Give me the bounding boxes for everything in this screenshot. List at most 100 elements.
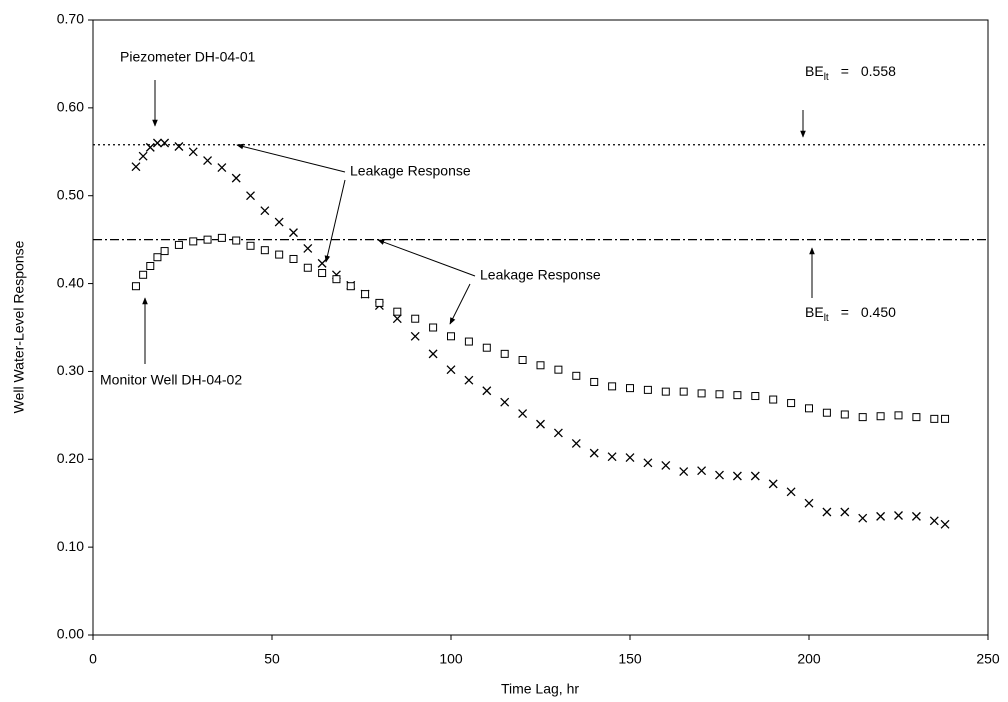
x-marker: [188, 147, 198, 157]
square-marker: [715, 390, 724, 399]
x-tick-label: 100: [439, 651, 463, 667]
annotation: Monitor Well DH-04-02: [100, 372, 242, 388]
annotation-arrows: [142, 80, 815, 364]
square-marker: [361, 290, 370, 299]
square-marker: [894, 411, 903, 420]
x-marker: [536, 419, 545, 429]
x-marker: [518, 409, 528, 419]
x-marker: [160, 138, 170, 148]
square-marker: [203, 235, 212, 244]
y-tick-label: 0.30: [57, 362, 84, 378]
square-marker: [733, 391, 742, 400]
label-subscript: lt: [824, 72, 829, 83]
square-marker: [429, 323, 438, 332]
plot-frame: [92, 19, 989, 636]
x-axis-title: Time Lag, hr: [501, 681, 579, 697]
square-marker: [160, 247, 169, 256]
x-tick-label: 0: [89, 651, 97, 667]
y-tick-label: 0.70: [57, 11, 84, 27]
square-marker: [661, 387, 670, 396]
x-marker: [289, 228, 298, 238]
y-tick-label: 0.40: [57, 274, 84, 290]
x-marker: [697, 466, 707, 476]
series: [131, 138, 950, 529]
square-marker: [289, 254, 298, 263]
x-marker: [940, 519, 950, 529]
square-marker: [174, 240, 183, 249]
square-marker: [303, 263, 312, 272]
y-tick-label: 0.00: [57, 626, 84, 642]
x-marker: [428, 349, 438, 359]
x-marker: [911, 511, 921, 521]
square-marker: [482, 343, 491, 352]
x-marker: [392, 314, 402, 324]
square-marker: [608, 382, 617, 391]
square-marker: [679, 387, 688, 396]
annotation: Piezometer DH-04-01: [120, 49, 256, 65]
x-marker: [625, 453, 635, 462]
square-marker: [626, 384, 634, 393]
square-marker: [643, 385, 652, 394]
x-marker: [131, 162, 141, 172]
x-marker: [317, 258, 327, 268]
x-marker: [643, 458, 653, 468]
y-tick-label: 0.10: [57, 538, 84, 554]
label-value: 0.450: [861, 304, 896, 320]
square-marker: [217, 233, 226, 242]
y-tick-label: 0.20: [57, 450, 84, 466]
square-marker: [318, 269, 327, 278]
x-marker: [822, 507, 832, 517]
square-marker: [464, 337, 473, 346]
label-operator: =: [841, 304, 849, 320]
x-marker: [174, 142, 184, 151]
x-tick-label: 150: [618, 651, 642, 667]
x-marker: [482, 386, 492, 396]
x-marker: [152, 138, 162, 148]
x-marker: [786, 487, 796, 497]
square-marker: [787, 399, 796, 408]
square-marker: [930, 414, 939, 423]
x-marker: [138, 151, 148, 161]
y-tick-label: 0.50: [57, 186, 84, 202]
square-marker: [941, 414, 950, 423]
square-marker: [346, 282, 355, 291]
square-marker: [447, 332, 455, 341]
square-marker: [375, 298, 384, 307]
label-name: BE: [805, 304, 824, 320]
x-tick-label: 250: [976, 651, 1000, 667]
square-marker: [146, 262, 155, 270]
square-marker: [260, 246, 269, 255]
x-marker: [446, 365, 456, 375]
square-marker: [189, 237, 198, 246]
reference-label: BElt = 0.450: [805, 304, 896, 324]
x-marker: [607, 452, 617, 462]
x-marker: [274, 217, 284, 227]
square-marker: [275, 250, 284, 259]
series: [131, 233, 950, 423]
square-marker: [805, 404, 813, 413]
x-marker: [589, 448, 599, 458]
annotation: Leakage Response: [350, 163, 471, 179]
x-marker: [464, 375, 474, 385]
square-marker: [912, 413, 921, 422]
x-marker: [715, 470, 724, 480]
square-marker: [518, 356, 527, 365]
reference-label: BElt = 0.558: [805, 63, 896, 83]
label-operator: =: [841, 63, 849, 79]
x-marker: [679, 467, 689, 477]
square-marker: [858, 413, 867, 422]
square-marker: [500, 349, 509, 358]
square-marker: [697, 389, 706, 398]
square-marker: [246, 241, 255, 250]
square-marker: [139, 270, 148, 279]
y-tick-label: 0.60: [57, 99, 84, 115]
x-tick-label: 50: [264, 651, 280, 667]
annotation: Leakage Response: [480, 267, 601, 283]
x-marker: [410, 331, 420, 341]
y-axis-title: Well Water-Level Response: [11, 240, 27, 413]
square-marker: [751, 392, 760, 401]
square-marker: [554, 365, 563, 374]
square-marker: [393, 307, 402, 316]
x-marker: [571, 439, 581, 448]
square-marker: [572, 371, 581, 380]
